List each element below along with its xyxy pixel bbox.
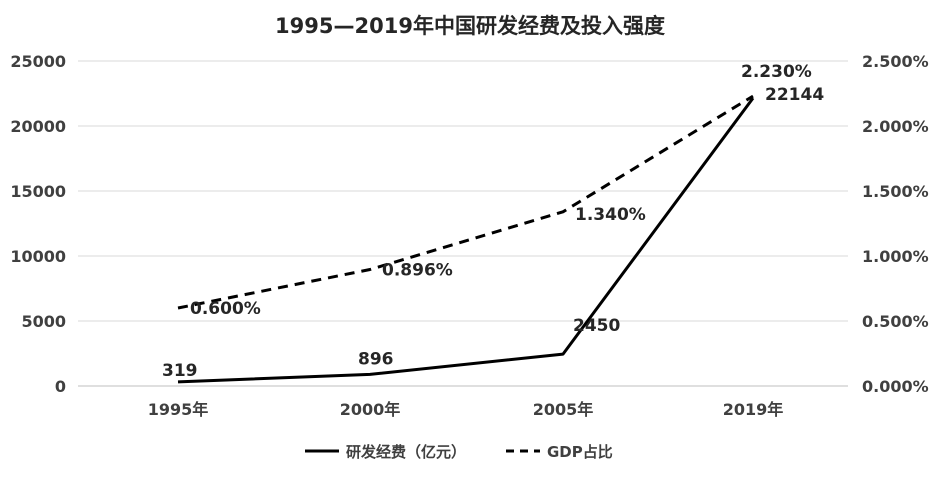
- left-tick-label: 10000: [10, 247, 66, 266]
- data-label-gdp-ratio: 0.600%: [190, 299, 261, 319]
- series-line-rd-spending: [177, 97, 755, 384]
- legend: 研发经费（亿元） GDP占比: [305, 443, 613, 461]
- legend-label-rd-spending: 研发经费（亿元）: [346, 443, 466, 461]
- legend-label-gdp-ratio: GDP占比: [547, 443, 613, 461]
- data-label-rd-spending: 22144: [765, 85, 824, 105]
- x-tick-label: 1995年: [148, 400, 209, 419]
- series-line-gdp-ratio: [177, 94, 754, 310]
- data-label-rd-spending: 319: [162, 361, 198, 381]
- right-tick-label: 0.500%: [862, 312, 929, 331]
- right-tick-label: 1.500%: [862, 182, 929, 201]
- left-tick-label: 15000: [10, 182, 66, 201]
- left-tick-label: 0: [55, 377, 66, 396]
- left-tick-label: 25000: [10, 52, 66, 71]
- right-tick-label: 0.000%: [862, 377, 929, 396]
- data-label-rd-spending: 896: [358, 349, 394, 369]
- data-label-gdp-ratio: 2.230%: [741, 62, 812, 82]
- right-tick-label: 2.000%: [862, 117, 929, 136]
- left-tick-label: 5000: [21, 312, 66, 331]
- gridlines: [78, 60, 848, 387]
- right-tick-label: 1.000%: [862, 247, 929, 266]
- x-tick-label: 2000年: [340, 400, 401, 419]
- series-lines: [177, 94, 755, 384]
- data-label-rd-spending: 2450: [573, 316, 620, 336]
- data-label-gdp-ratio: 0.896%: [382, 261, 453, 281]
- right-axis-ticks: 0.000% 0.500% 1.000% 1.500% 2.000% 2.500%: [862, 52, 929, 396]
- x-axis-ticks: 1995年 2000年 2005年 2019年: [148, 400, 784, 419]
- chart-title: 1995—2019年中国研发经费及投入强度: [275, 14, 665, 38]
- data-labels: 319 896 2450 22144 0.600% 0.896% 1.340% 2.230%: [162, 62, 824, 381]
- x-tick-label: 2005年: [533, 400, 594, 419]
- left-axis-ticks: 0 5000 10000 15000 20000 25000: [10, 52, 66, 396]
- left-tick-label: 20000: [10, 117, 66, 136]
- data-label-gdp-ratio: 1.340%: [575, 205, 646, 225]
- x-tick-label: 2019年: [723, 400, 784, 419]
- right-tick-label: 2.500%: [862, 52, 929, 71]
